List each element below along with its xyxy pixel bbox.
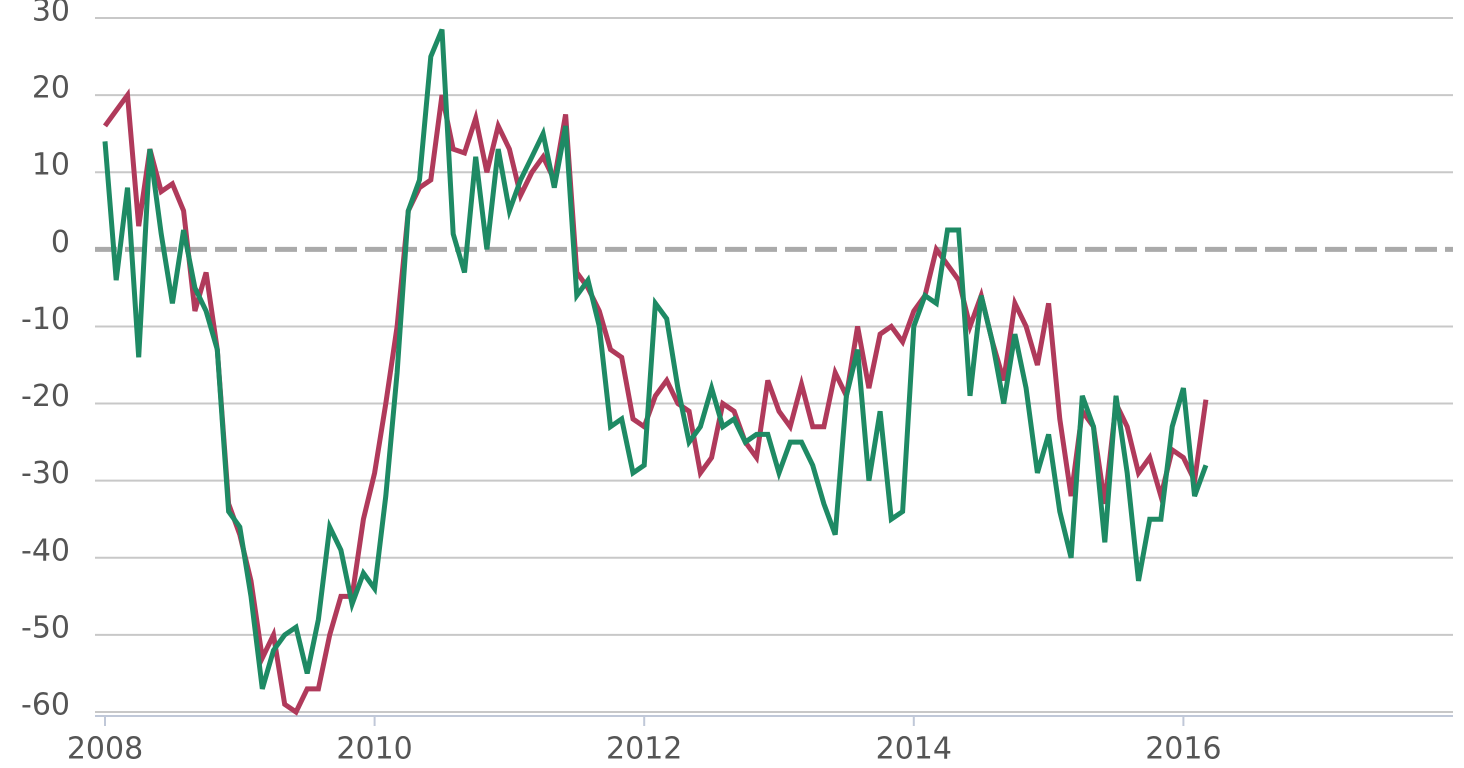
y-tick-label: -60 xyxy=(21,688,70,723)
x-tick-label: 2008 xyxy=(67,732,143,767)
y-tick-label: -10 xyxy=(21,302,70,337)
x-tick-label: 2014 xyxy=(876,732,952,767)
y-tick-label: -40 xyxy=(21,533,70,568)
x-tick-label: 2010 xyxy=(336,732,412,767)
y-tick-label: -50 xyxy=(21,610,70,645)
y-tick-label: -20 xyxy=(21,379,70,414)
x-tick-label: 2016 xyxy=(1145,732,1221,767)
x-tick-label: 2012 xyxy=(606,732,682,767)
y-tick-label: -30 xyxy=(21,456,70,491)
y-tick-label: 30 xyxy=(32,0,70,29)
series-line xyxy=(102,28,1209,690)
y-tick-label: 10 xyxy=(32,148,70,183)
y-tick-label: 20 xyxy=(32,71,70,106)
series-line xyxy=(102,88,1209,716)
y-tick-label: 0 xyxy=(51,225,70,260)
